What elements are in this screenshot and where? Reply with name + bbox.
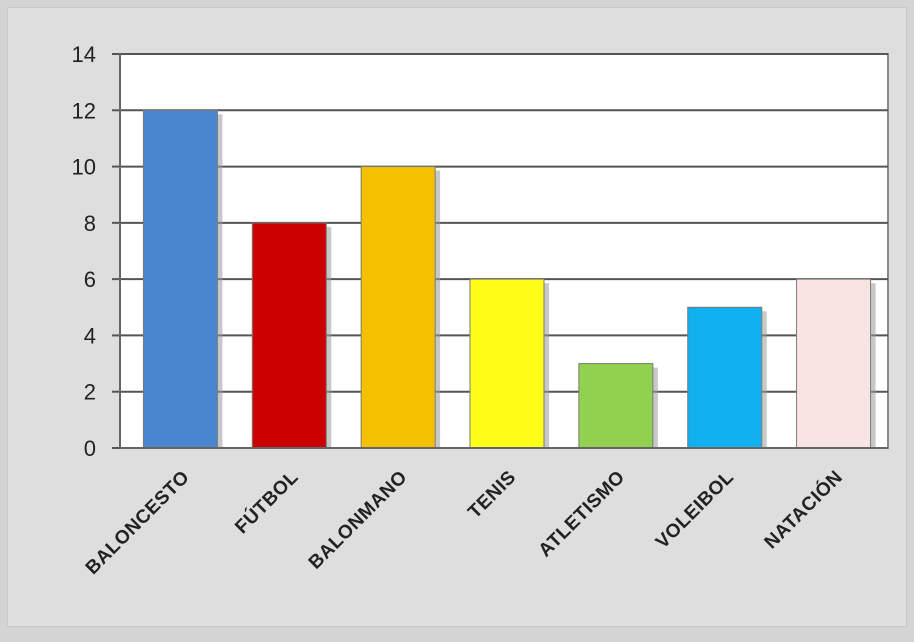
x-axis: BALONCESTO FÚTBOL BALONMANO TENIS ATLETISMO V… [82, 447, 888, 579]
y-tick-label: 2 [84, 380, 96, 405]
x-tick-label: ATLETISMO [535, 467, 630, 562]
y-tick-label: 4 [84, 323, 96, 348]
bar-natación [796, 278, 872, 449]
y-tick-label: 10 [72, 155, 96, 180]
bars [142, 109, 876, 449]
x-tick-label: NATACIÓN [760, 466, 847, 553]
bar-tenis [469, 278, 545, 449]
bar-atletismo [578, 363, 654, 449]
bar-chart: 0 2 4 6 8 10 12 14 BALONCESTO FÚTBOL BALONMANO TEN… [72, 42, 889, 579]
x-tick-label: TENIS [464, 467, 520, 523]
y-axis: 0 2 4 6 8 10 12 14 [72, 42, 121, 461]
y-tick-label: 8 [84, 211, 96, 236]
x-tick-label: FÚTBOL [231, 466, 303, 538]
y-tick-label: 12 [72, 98, 96, 123]
bar-voleibol [687, 306, 763, 449]
bar-balonmano [360, 166, 436, 449]
bar-baloncesto [142, 109, 218, 449]
y-tick-label: 14 [72, 42, 96, 67]
bar-fútbol [251, 222, 327, 449]
x-tick-label: BALONCESTO [82, 467, 194, 579]
x-tick-label: BALONMANO [305, 467, 412, 574]
x-tick-label: VOLEIBOL [652, 467, 738, 553]
chart-frame: 0 2 4 6 8 10 12 14 BALONCESTO FÚTBOL BALONMANO TEN… [8, 8, 906, 626]
y-tick-label: 6 [84, 267, 96, 292]
y-tick-label: 0 [84, 436, 96, 461]
